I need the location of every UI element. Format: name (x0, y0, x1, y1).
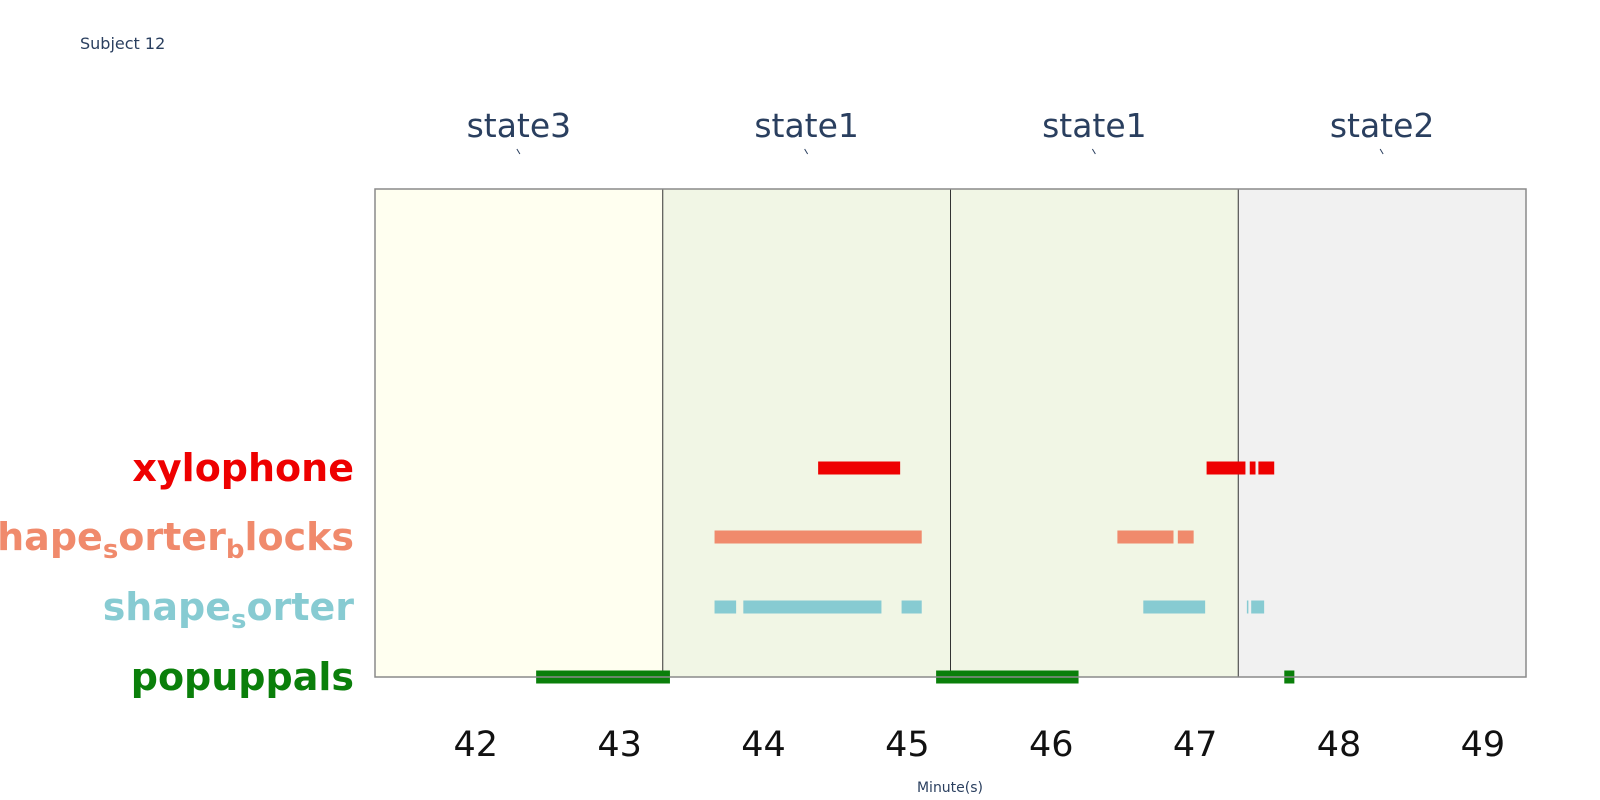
x-tick-label-5: 47 (1173, 725, 1218, 765)
x-tick-label-3: 45 (885, 725, 930, 765)
x-axis-title: Minute(s) (917, 780, 983, 796)
x-tick-label-6: 48 (1317, 725, 1362, 765)
segment-row2-5 (1251, 600, 1265, 614)
segment-row0-3 (1258, 461, 1275, 475)
state-bands: state3 state1 state1 state2 (375, 106, 1526, 677)
state-pointer-3 (1379, 148, 1384, 155)
row-label-1-part-3: b (226, 535, 245, 565)
segment-row2-0 (714, 600, 737, 614)
row-label-1-part-4: locks (244, 515, 354, 559)
x-tick-label-7: 49 (1461, 725, 1506, 765)
state-band-2 (950, 189, 1239, 677)
row-label-2-part-0: shape (103, 585, 231, 629)
x-tick-label-1: 43 (597, 725, 642, 765)
plot-frame (374, 188, 1527, 678)
row-label-3-part-0: popuppals (131, 655, 354, 699)
segment-row2-1 (743, 600, 882, 614)
state-band-3 (1238, 189, 1526, 677)
activity-segments (536, 461, 1295, 684)
segment-row2-3 (1143, 600, 1206, 614)
row-label-0: xylophone (132, 446, 354, 490)
row-label-1-part-2: orter (118, 515, 226, 559)
row-label-1-part-0: shape (0, 515, 103, 559)
segment-row0-0 (818, 461, 901, 475)
state-pointer-0 (516, 148, 521, 155)
segment-row2-2 (901, 600, 922, 614)
state-band-1 (662, 189, 951, 677)
state-band-0 (375, 189, 663, 677)
row-labels: xylophoneshapesorterblocksshapesorterpop… (0, 446, 354, 699)
state-label-0: state3 (467, 106, 572, 145)
x-tick-label-4: 46 (1029, 725, 1074, 765)
x-tick-label-0: 42 (453, 725, 498, 765)
row-label-3: popuppals (131, 655, 354, 699)
x-tick-label-2: 44 (741, 725, 786, 765)
segment-row1-0 (714, 530, 922, 544)
row-label-1-part-1: s (103, 535, 118, 565)
row-label-1: shapesorterblocks (0, 515, 354, 565)
state-label-2: state1 (1042, 106, 1147, 145)
state-pointer-1 (804, 148, 809, 155)
segment-row1-2 (1177, 530, 1194, 544)
segment-row2-4 (1246, 600, 1249, 614)
segment-row1-1 (1117, 530, 1174, 544)
row-label-2: shapesorter (103, 585, 355, 635)
state-pointer-2 (1091, 148, 1096, 155)
x-axis-ticks: 42 43 44 45 46 47 48 49 (453, 725, 1505, 765)
chart-title: Subject 12 (80, 34, 165, 53)
row-label-2-part-2: orter (246, 585, 354, 629)
segment-row0-2 (1249, 461, 1256, 475)
row-label-0-part-0: xylophone (132, 446, 354, 490)
segment-row0-1 (1206, 461, 1246, 475)
row-label-2-part-1: s (231, 605, 246, 635)
state-label-1: state1 (754, 106, 859, 145)
state-label-3: state2 (1330, 106, 1435, 145)
